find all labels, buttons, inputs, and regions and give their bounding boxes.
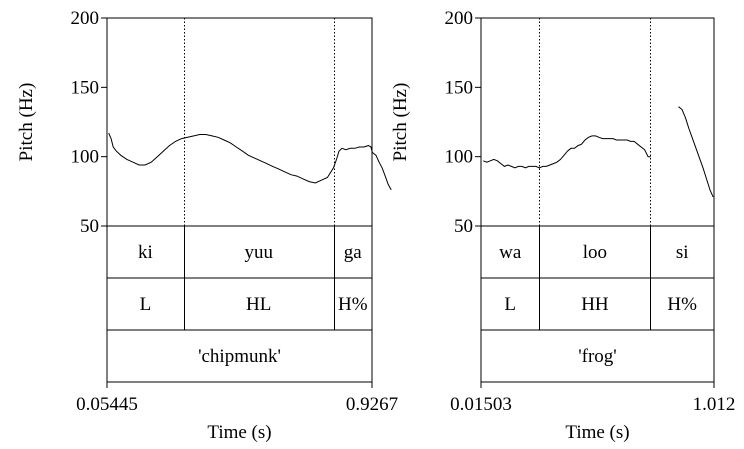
x-tick-label: 0.05445 bbox=[76, 394, 138, 415]
tone-label: H% bbox=[667, 294, 697, 315]
pitch-panel-2: 50 100 150 200 Pitch (Hz) 0.01503 1.012 Time (s… bbox=[390, 8, 735, 443]
y-tick-label: 150 bbox=[71, 77, 100, 98]
x-tick-label: 1.012 bbox=[693, 394, 736, 415]
syllable-label: si bbox=[676, 242, 689, 263]
y-tick-label: 150 bbox=[445, 77, 474, 98]
y-axis-title: Pitch (Hz) bbox=[390, 83, 411, 162]
tone-label: L bbox=[504, 294, 516, 315]
y-tick-label: 100 bbox=[71, 147, 100, 168]
pitch-contour-line bbox=[108, 132, 392, 191]
syllable-label: ga bbox=[344, 242, 363, 263]
tone-label: H% bbox=[338, 294, 368, 315]
syllable-label: yuu bbox=[244, 242, 273, 263]
tone-label: HL bbox=[246, 294, 271, 315]
x-tick-label: 0.01503 bbox=[450, 394, 512, 415]
x-axis-title: Time (s) bbox=[207, 422, 271, 443]
gloss-label: 'frog' bbox=[578, 346, 617, 367]
pitch-contour-line bbox=[483, 135, 651, 169]
plot-frame bbox=[480, 17, 715, 383]
syllable-label: loo bbox=[583, 242, 607, 263]
y-axis-title: Pitch (Hz) bbox=[16, 83, 37, 162]
x-tick-label: 0.9267 bbox=[346, 394, 398, 415]
pitch-contour-line bbox=[678, 106, 714, 198]
y-tick-label: 100 bbox=[445, 147, 474, 168]
x-axis-title: Time (s) bbox=[565, 422, 629, 443]
tone-label: L bbox=[140, 294, 152, 315]
plot-frame bbox=[106, 17, 373, 383]
y-tick-label: 50 bbox=[454, 216, 473, 237]
y-tick-label: 200 bbox=[445, 8, 474, 29]
gloss-label: 'chipmunk' bbox=[198, 346, 281, 367]
y-tick-label: 200 bbox=[71, 8, 100, 29]
syllable-label: ki bbox=[138, 242, 153, 263]
syllable-label: wa bbox=[499, 242, 522, 263]
pitch-panel-1: 50 100 150 200 Pitch (Hz) 0.05445 0.9267 Time (… bbox=[16, 8, 398, 443]
tone-label: HH bbox=[581, 294, 609, 315]
y-tick-label: 50 bbox=[80, 216, 99, 237]
